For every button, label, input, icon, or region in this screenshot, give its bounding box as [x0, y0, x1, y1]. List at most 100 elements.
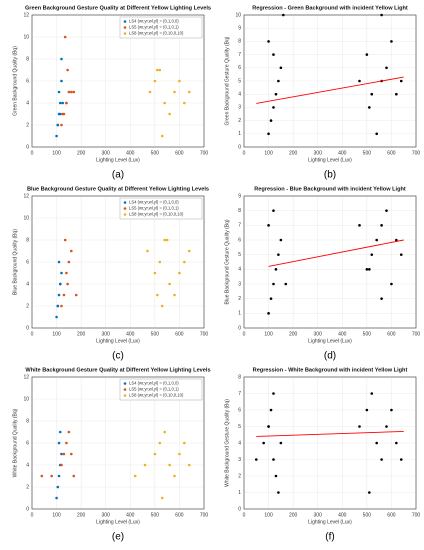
- legend-marker: [123, 201, 127, 204]
- point: [163, 430, 166, 434]
- point: [153, 271, 157, 275]
- legend-label: LS8 (wr,yr,wl,yl) = (0,10,0,10): [129, 212, 184, 217]
- y-tick-label: 10: [235, 12, 241, 18]
- legend-box: [119, 197, 203, 220]
- legend-label: LS5 (wr,yr,wl,yl) = (0,1,0,1): [129, 206, 179, 211]
- point: [267, 40, 270, 43]
- x-tick-label: 600: [175, 150, 184, 156]
- point: [58, 430, 62, 434]
- point: [74, 293, 78, 297]
- point: [62, 293, 66, 297]
- point: [72, 90, 76, 94]
- x-tick-label: 300: [314, 512, 323, 518]
- x-tick-label: 0: [243, 512, 246, 518]
- point: [57, 293, 61, 297]
- legend-box: [119, 16, 203, 39]
- point: [158, 68, 162, 72]
- point: [58, 101, 62, 105]
- x-tick-label: 100: [264, 331, 273, 337]
- y-axis-label: White Background Gesture Quality (Bq): [224, 399, 230, 487]
- x-tick-label: 100: [52, 150, 61, 156]
- x-axis-label: Lighting Level (Lux): [308, 338, 352, 344]
- point: [269, 297, 273, 300]
- point: [58, 112, 62, 116]
- point: [148, 90, 152, 94]
- x-tick-label: 500: [363, 150, 372, 156]
- point: [143, 463, 147, 467]
- y-tick-label: 2: [26, 122, 29, 128]
- point: [272, 282, 275, 286]
- x-tick-label: 600: [387, 331, 396, 337]
- chart-title: Blue Background Gesture Quality at Diffe…: [27, 186, 209, 192]
- x-axis-label: Lighting Level (Lux): [308, 519, 352, 525]
- y-tick-label: 4: [238, 440, 241, 446]
- point: [272, 458, 275, 461]
- y-tick-label: 4: [26, 100, 29, 106]
- x-tick-label: 200: [289, 331, 298, 337]
- point: [187, 90, 191, 94]
- point: [61, 112, 65, 116]
- point: [370, 92, 374, 96]
- x-tick-label: 700: [200, 331, 209, 337]
- x-tick-label: 700: [200, 512, 209, 518]
- point: [375, 132, 378, 136]
- point: [66, 282, 69, 286]
- x-axis-label: Lighting Level (Lux): [96, 157, 140, 163]
- point: [183, 260, 186, 264]
- point: [399, 458, 403, 461]
- x-tick-label: 0: [31, 331, 34, 337]
- y-tick-label: 6: [238, 407, 241, 413]
- point: [274, 268, 278, 271]
- x-axis-label: Lighting Level (Lux): [308, 157, 352, 163]
- point: [156, 293, 159, 297]
- plot-frame: [31, 195, 205, 329]
- point: [61, 101, 65, 105]
- x-tick-label: 700: [200, 150, 209, 156]
- y-tick-label: 3: [238, 457, 241, 463]
- point: [178, 452, 181, 456]
- point: [58, 282, 62, 286]
- y-tick-label: 7: [238, 223, 241, 229]
- point: [163, 101, 166, 105]
- regression-line: [256, 431, 404, 437]
- y-tick-label: 12: [23, 193, 29, 199]
- point: [277, 79, 280, 83]
- regression-line: [256, 76, 404, 104]
- y-tick-label: 1: [238, 311, 241, 317]
- point: [385, 66, 388, 70]
- point: [156, 68, 159, 72]
- y-tick-label: 8: [26, 237, 29, 243]
- point: [282, 13, 285, 17]
- point: [380, 297, 383, 300]
- chart: 0 100 200 300 400 500 600 700 0 1 2 3 4 5 6 7 8 Regressio…: [224, 367, 420, 542]
- point: [395, 238, 398, 242]
- y-tick-label: 6: [26, 78, 29, 84]
- point: [160, 496, 164, 500]
- point: [72, 474, 76, 478]
- point: [385, 425, 388, 428]
- point: [133, 474, 137, 478]
- chart-title: Regression - White Background with incid…: [253, 367, 408, 373]
- legend-label: LS4 (wr,yr,wl,yl) = (0,1,0,0): [129, 19, 179, 24]
- x-tick-label: 100: [52, 512, 61, 518]
- x-tick-label: 100: [264, 150, 273, 156]
- legend-marker: [123, 213, 127, 216]
- point: [262, 441, 265, 445]
- point: [50, 474, 53, 478]
- y-tick-label: 6: [26, 440, 29, 446]
- plot-area: [243, 195, 417, 329]
- point: [365, 408, 369, 412]
- legend-marker: [123, 207, 127, 210]
- point: [399, 253, 403, 256]
- point: [187, 463, 191, 467]
- point: [390, 408, 393, 412]
- chart-title: Regression - Green Background with incid…: [252, 5, 408, 11]
- x-tick-label: 200: [77, 150, 86, 156]
- point: [56, 123, 60, 127]
- point: [399, 79, 403, 83]
- point: [65, 441, 68, 445]
